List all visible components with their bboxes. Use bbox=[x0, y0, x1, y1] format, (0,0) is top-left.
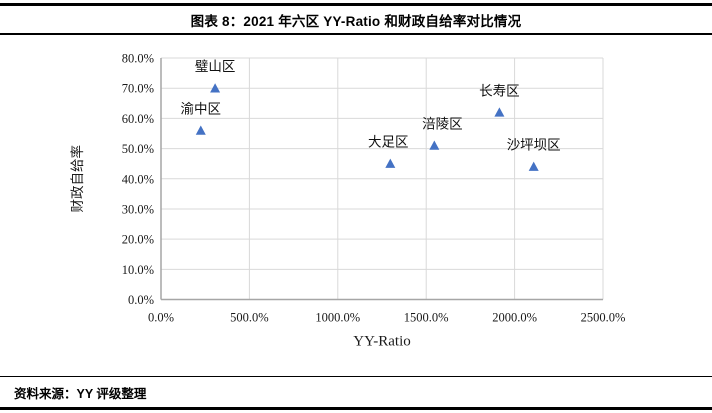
x-tick-label: 2000.0% bbox=[492, 311, 537, 325]
x-tick-label: 0.0% bbox=[148, 311, 174, 325]
x-tick-label: 1500.0% bbox=[404, 311, 449, 325]
y-tick-label: 50.0% bbox=[122, 142, 154, 156]
x-axis-title: YY-Ratio bbox=[353, 334, 411, 350]
y-tick-label: 10.0% bbox=[122, 263, 154, 277]
x-tick-label: 2500.0% bbox=[581, 311, 626, 325]
y-axis-title: 财政自给率 bbox=[69, 145, 85, 213]
y-tick-label: 70.0% bbox=[122, 82, 154, 96]
figure-title: 图表 8：2021 年六区 YY-Ratio 和财政自给率对比情况 bbox=[190, 14, 522, 29]
scatter-chart-canvas: 0.0% 10.0% 20.0% 30.0% 40.0% 50.0% 60.0% 70.0% 8… bbox=[69, 52, 626, 350]
data-point-marker bbox=[528, 161, 539, 171]
data-point-marker bbox=[385, 158, 396, 168]
data-point-label: 璧山区 bbox=[195, 58, 236, 74]
data-point-label: 涪陵区 bbox=[422, 117, 463, 132]
data-point-marker bbox=[210, 83, 221, 93]
x-tick-label: 500.0% bbox=[230, 311, 269, 325]
data-point-marker bbox=[429, 140, 440, 150]
footer-divider bbox=[0, 376, 712, 377]
bottom-divider bbox=[0, 407, 712, 410]
data-point-marker bbox=[195, 125, 206, 135]
y-tick-label: 80.0% bbox=[122, 52, 154, 66]
scatter-chart: 0.0% 10.0% 20.0% 30.0% 40.0% 50.0% 60.0% 70.0% 8… bbox=[0, 40, 712, 370]
y-tick-label: 60.0% bbox=[122, 112, 154, 126]
source-note: 资料来源：YY 评级整理 bbox=[14, 387, 147, 401]
data-point-label: 沙坪坝区 bbox=[507, 138, 561, 153]
y-tick-label: 0.0% bbox=[128, 293, 154, 307]
data-point-label: 大足区 bbox=[368, 135, 409, 150]
data-point-label: 长寿区 bbox=[479, 82, 520, 98]
x-tick-label: 1000.0% bbox=[315, 311, 360, 325]
y-tick-label: 40.0% bbox=[122, 172, 154, 186]
title-divider bbox=[0, 33, 712, 35]
y-tick-label: 20.0% bbox=[122, 233, 154, 247]
top-divider bbox=[0, 3, 712, 6]
data-point-label: 渝中区 bbox=[181, 101, 222, 116]
data-point-marker bbox=[494, 107, 505, 117]
y-tick-label: 30.0% bbox=[122, 202, 154, 216]
